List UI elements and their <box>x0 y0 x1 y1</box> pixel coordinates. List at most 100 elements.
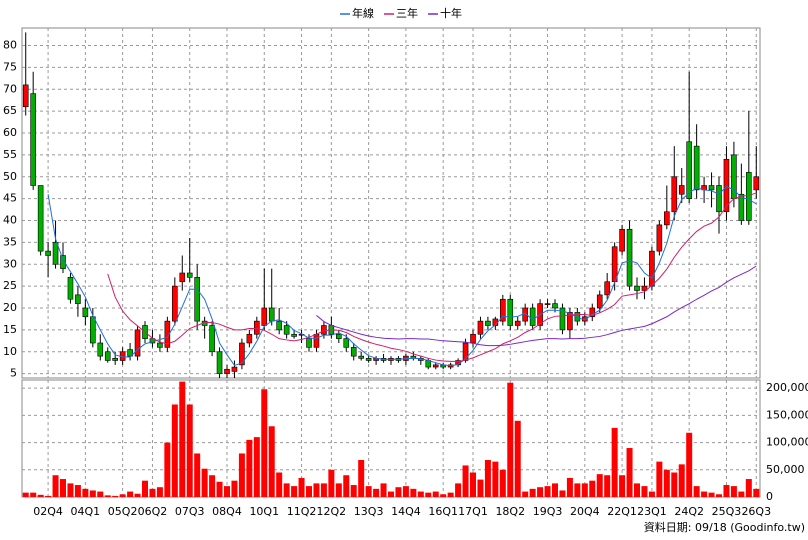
candle-body <box>500 298 506 322</box>
candle-body <box>641 285 648 291</box>
volume-bar <box>350 485 357 497</box>
volume-bar <box>432 491 439 497</box>
volume-bar <box>104 495 111 497</box>
x-tick-label: 20Q4 <box>570 505 600 518</box>
volume-bar <box>626 448 633 497</box>
volume-bar <box>492 461 499 497</box>
x-tick-label: 22Q1 <box>607 505 637 518</box>
volume-bar <box>253 437 260 497</box>
candle-body <box>485 320 491 326</box>
legend-label: 十年 <box>440 6 462 20</box>
volume-bar <box>313 483 320 497</box>
volume-bar <box>283 483 290 497</box>
candle-body <box>470 333 476 344</box>
x-tick-label: 06Q2 <box>138 505 168 518</box>
candle-body <box>350 347 357 357</box>
volume-bar <box>395 487 402 497</box>
volume-bar <box>753 488 760 497</box>
y-tick-label: 70 <box>3 82 17 95</box>
candle-body <box>544 303 551 305</box>
candle-body <box>596 294 603 309</box>
volume-bar <box>112 495 119 497</box>
volume-bar <box>671 472 678 497</box>
volume-bar <box>410 488 417 497</box>
candle-body <box>619 228 625 252</box>
volume-bar <box>209 475 216 497</box>
candle-body <box>313 333 320 348</box>
x-tick-label: 11Q2 <box>287 505 317 518</box>
volume-bar <box>417 491 424 497</box>
volume-bar <box>678 464 685 497</box>
candle-body <box>112 358 118 361</box>
volume-bar <box>388 491 394 497</box>
y-tick-label: 20 <box>3 301 17 314</box>
volume-bar <box>581 483 588 497</box>
volume-bar <box>611 427 618 497</box>
volume-bar <box>194 453 201 497</box>
footnote: 資料日期: 09/18 (Goodinfo.tw) <box>644 520 805 534</box>
volume-bar <box>425 492 432 497</box>
candle-body <box>127 349 133 357</box>
volume-bar <box>216 481 223 497</box>
candle-body <box>746 172 752 221</box>
y-tick-label: 25 <box>3 279 17 292</box>
x-tick-label: 24Q2 <box>674 505 704 518</box>
volume-bar <box>745 479 752 497</box>
candle-body <box>209 325 215 353</box>
volume-bar <box>156 487 163 497</box>
candle-body <box>239 342 245 366</box>
candle-body <box>283 325 290 335</box>
volume-bar <box>89 490 96 497</box>
candle-body <box>37 185 44 252</box>
candle-body <box>626 228 633 287</box>
volume-bar <box>291 486 298 497</box>
y-tick-label: 60 <box>3 126 17 139</box>
volume-bar <box>507 382 514 497</box>
volume-frame <box>21 379 761 498</box>
candle-body <box>246 333 253 344</box>
volume-bar <box>201 468 208 497</box>
volume-bar <box>522 491 529 497</box>
volume-bar <box>402 486 409 497</box>
ma-line <box>47 185 757 367</box>
volume-bar <box>552 483 558 497</box>
y-tick-label: 15 <box>3 323 17 336</box>
candle-body <box>67 277 74 300</box>
volume-bar <box>224 486 230 497</box>
candle-body <box>664 211 670 226</box>
x-tick-label: 25Q3 <box>712 505 742 518</box>
volume-bar <box>306 486 312 497</box>
candle-body <box>104 351 111 361</box>
volume-bar <box>231 480 238 497</box>
candle-body <box>611 246 618 283</box>
candle-body <box>231 366 238 372</box>
volume-tick-label: 0 <box>766 490 773 503</box>
volume-bar <box>52 475 59 497</box>
ma-line <box>316 265 757 347</box>
candle-body <box>254 320 260 335</box>
candle-body <box>60 255 66 269</box>
volume-bar <box>30 492 37 497</box>
candle-body <box>157 342 163 348</box>
candle-body <box>604 281 610 296</box>
candle-body <box>514 320 521 326</box>
volume-bar <box>343 475 350 497</box>
volume-tick-label: 200,000 <box>766 381 808 394</box>
volume-tick-label: 100,000 <box>766 436 808 449</box>
volume-bar <box>60 479 66 497</box>
volume-bar <box>37 494 44 497</box>
volume-bar <box>619 475 626 497</box>
candle-body <box>216 351 223 374</box>
candle-body <box>649 250 655 287</box>
x-tick-label: 08Q4 <box>212 505 242 518</box>
volume-bar <box>641 486 648 497</box>
volume-bar <box>298 477 305 497</box>
candle-body <box>179 272 186 283</box>
candle-body <box>52 242 59 265</box>
candle-body <box>723 158 730 213</box>
candle-body <box>552 303 558 309</box>
y-tick-label: 65 <box>3 104 17 117</box>
volume-bar <box>320 483 327 497</box>
volume-bar <box>604 475 611 497</box>
